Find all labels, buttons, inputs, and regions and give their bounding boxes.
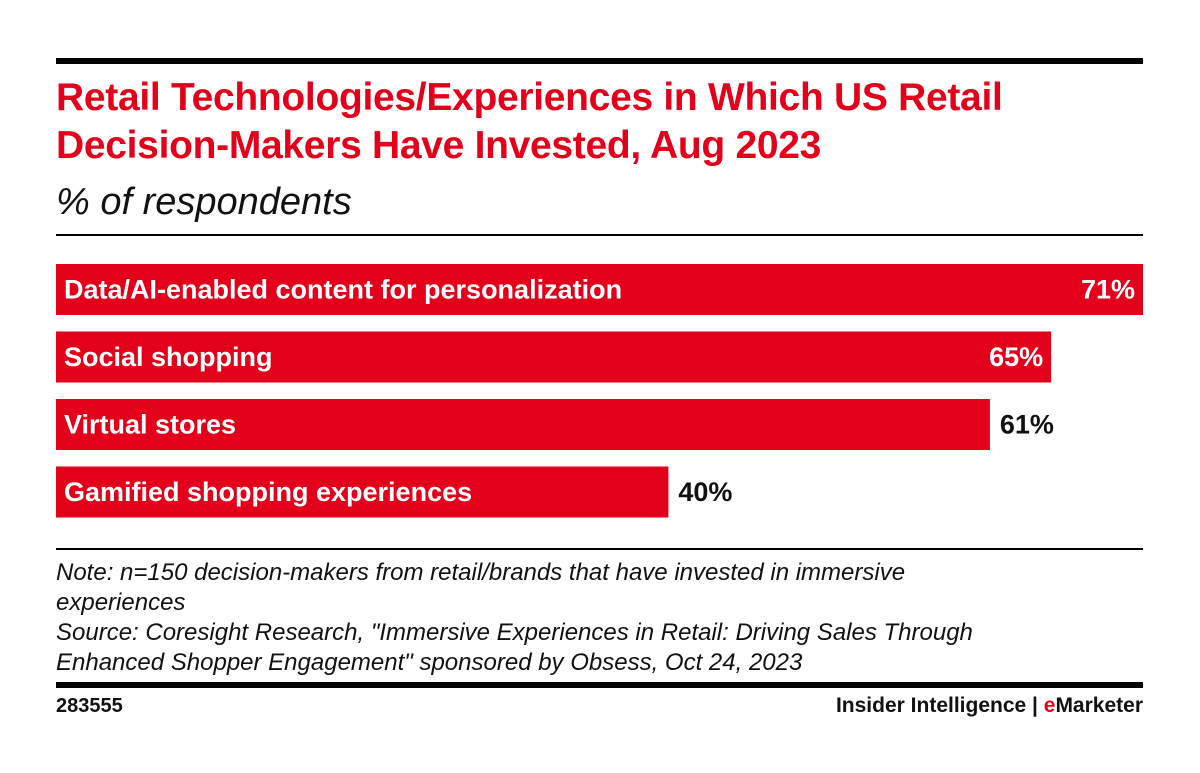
bar-4: [56, 466, 669, 518]
bar-3: [56, 399, 990, 450]
chart-id: 283555: [56, 695, 123, 717]
top-rule: [56, 58, 1143, 64]
value-label-2: 65%: [989, 342, 1043, 372]
header-divider: [56, 234, 1143, 236]
chart-subtitle: % of respondents: [56, 181, 352, 223]
brand-accent-initial: e: [1043, 694, 1056, 717]
category-label-4: Gamified shopping experiences: [64, 477, 472, 507]
bar-2: [56, 331, 1052, 383]
value-label-3: 61%: [1000, 410, 1054, 440]
source-line-2: Enhanced Shopper Engagement" sponsored b…: [56, 649, 803, 676]
bottom-rule: [56, 682, 1143, 688]
brand-separator: |: [1026, 694, 1044, 717]
bar-1: [56, 264, 1143, 315]
value-label-4: 40%: [678, 477, 732, 507]
brand-primary: Insider Intelligence: [835, 694, 1027, 717]
note-line-2: experiences: [56, 589, 186, 616]
source-line-1: Source: Coresight Research, "Immersive E…: [56, 619, 973, 646]
chart-notes: Note: n=150 decision-makers from retail/…: [56, 558, 1143, 678]
notes-divider: [56, 548, 1143, 550]
category-label-2: Social shopping: [64, 342, 273, 372]
brand-logo: Insider Intelligence | eMarketer: [836, 694, 1143, 718]
brand-accent-rest: Marketer: [1055, 694, 1143, 717]
category-label-3: Virtual stores: [64, 410, 236, 440]
chart-title: Retail Technologies/Experiences in Which…: [56, 76, 1003, 167]
category-label-1: Data/AI-enabled content for personalizat…: [64, 275, 622, 305]
value-label-1: 71%: [1081, 275, 1135, 305]
note-line-1: Note: n=150 decision-makers from retail/…: [56, 559, 906, 586]
